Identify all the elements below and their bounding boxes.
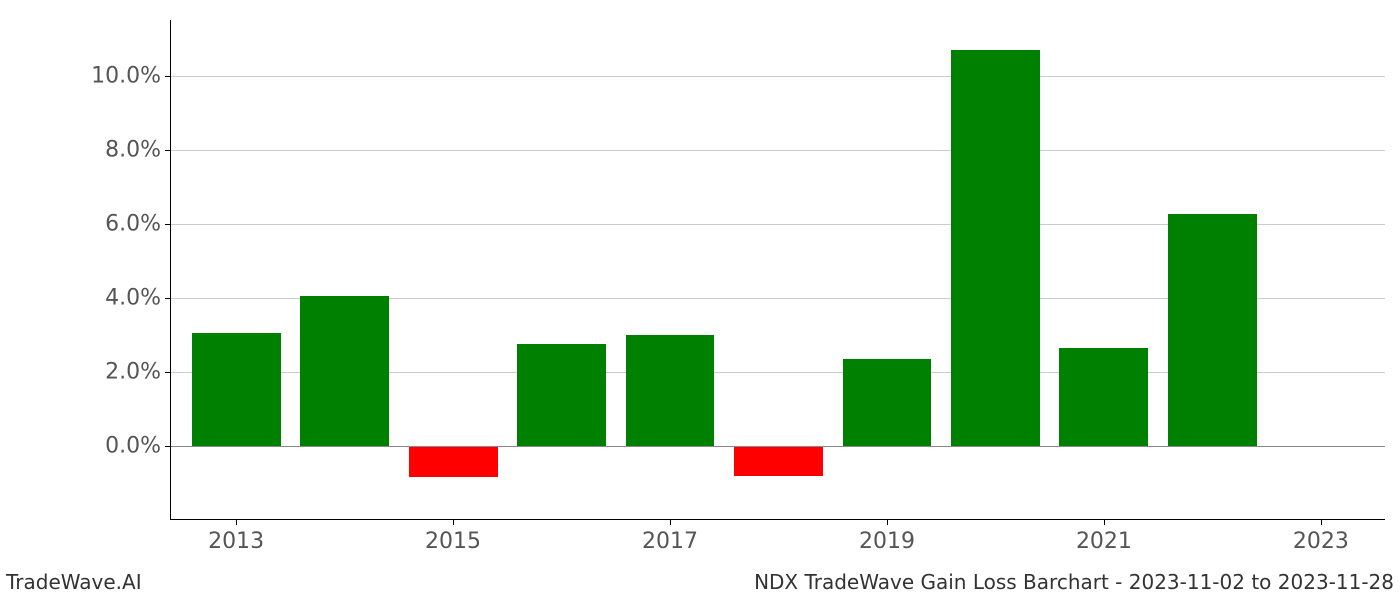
bar <box>300 296 389 446</box>
gridline <box>171 150 1385 151</box>
ytick-label: 4.0% <box>105 285 171 310</box>
bar <box>734 446 823 476</box>
ytick-label: 2.0% <box>105 359 171 384</box>
xtick-label: 2015 <box>425 519 481 554</box>
ytick-label: 10.0% <box>91 63 171 88</box>
xtick-label: 2023 <box>1293 519 1349 554</box>
xtick-label: 2017 <box>642 519 698 554</box>
xtick-label: 2021 <box>1076 519 1132 554</box>
xtick-label: 2019 <box>859 519 915 554</box>
gridline <box>171 76 1385 77</box>
bar <box>1168 214 1257 445</box>
bar <box>1059 348 1148 446</box>
ytick-label: 0.0% <box>105 433 171 458</box>
chart-plot-area: 0.0%2.0%4.0%6.0%8.0%10.0%201320152017201… <box>170 20 1385 520</box>
bar <box>517 344 606 446</box>
footer-left-text: TradeWave.AI <box>6 570 142 594</box>
ytick-label: 8.0% <box>105 137 171 162</box>
xtick-label: 2013 <box>208 519 264 554</box>
bar <box>843 359 932 446</box>
bar <box>192 333 281 446</box>
footer-right-text: NDX TradeWave Gain Loss Barchart - 2023-… <box>754 570 1394 594</box>
bar <box>409 446 498 477</box>
bar <box>951 50 1040 446</box>
ytick-label: 6.0% <box>105 211 171 236</box>
zero-line <box>171 446 1385 447</box>
bar <box>626 335 715 446</box>
